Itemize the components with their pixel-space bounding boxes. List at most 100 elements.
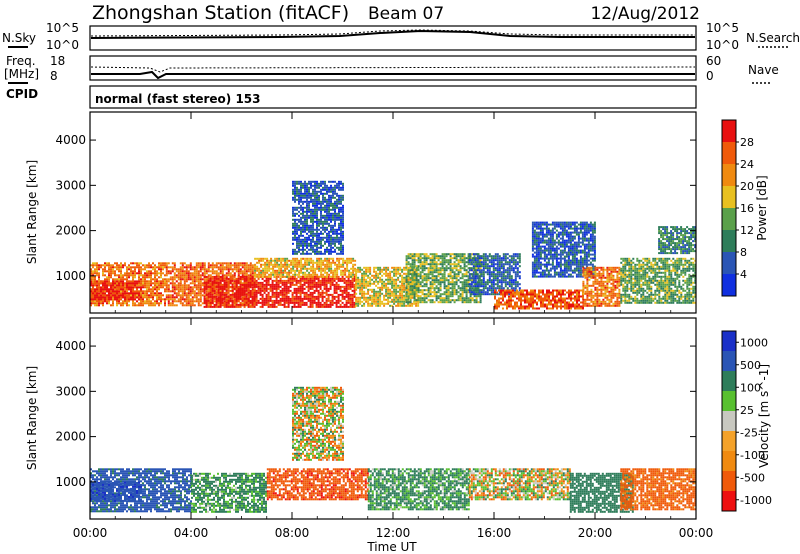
heatmap-cell bbox=[120, 294, 122, 297]
heatmap-cell bbox=[441, 261, 444, 264]
heatmap-cell bbox=[352, 257, 355, 260]
heatmap-cell bbox=[475, 297, 478, 300]
heatmap-cell bbox=[290, 263, 293, 266]
heatmap-cell bbox=[379, 300, 382, 303]
heatmap-cell bbox=[357, 304, 360, 307]
heatmap-cell bbox=[353, 289, 356, 292]
heatmap-cell bbox=[429, 289, 432, 292]
heatmap-cell bbox=[301, 303, 304, 306]
heatmap-cell bbox=[409, 285, 412, 288]
heatmap-cell bbox=[241, 277, 244, 280]
heatmap-cell bbox=[114, 270, 116, 273]
heatmap-cell bbox=[346, 275, 349, 278]
heatmap-cell bbox=[300, 192, 302, 195]
heatmap-cell bbox=[302, 257, 305, 260]
heatmap-cell bbox=[94, 270, 96, 273]
heatmap-cell bbox=[461, 253, 464, 256]
heatmap-cell bbox=[215, 281, 218, 284]
heatmap-cell bbox=[467, 301, 470, 304]
heatmap-cell bbox=[338, 198, 340, 201]
heatmap-cell bbox=[114, 266, 116, 269]
heatmap-cell bbox=[286, 271, 289, 274]
heatmap-cell bbox=[303, 295, 306, 298]
heatmap-cell bbox=[425, 279, 428, 282]
heatmap-cell bbox=[134, 276, 136, 279]
heatmap-cell bbox=[140, 300, 142, 303]
heatmap-cell bbox=[187, 302, 190, 305]
heatmap-cell bbox=[233, 292, 236, 295]
heatmap-cell bbox=[449, 259, 452, 262]
heatmap-cell bbox=[468, 269, 471, 272]
heatmap-cell bbox=[251, 295, 254, 298]
heatmap-cell bbox=[423, 267, 426, 270]
heatmap-cell bbox=[445, 255, 448, 258]
heatmap-cell bbox=[300, 184, 302, 187]
heatmap-cell bbox=[312, 202, 314, 205]
heatmap-cell bbox=[251, 286, 254, 289]
heatmap-cell bbox=[322, 252, 324, 255]
heatmap-cell bbox=[344, 259, 347, 262]
heatmap-cell bbox=[417, 273, 420, 276]
heatmap-cell bbox=[221, 293, 224, 296]
heatmap-cell bbox=[323, 281, 326, 284]
heatmap-cell bbox=[397, 290, 400, 293]
heatmap-cell bbox=[318, 242, 320, 245]
heatmap-cell bbox=[268, 273, 271, 276]
heatmap-cell bbox=[302, 246, 304, 249]
heatmap-cell bbox=[102, 288, 104, 291]
heatmap-cell bbox=[328, 263, 331, 266]
heatmap-cell bbox=[375, 304, 378, 307]
heatmap-cell bbox=[367, 268, 370, 271]
heatmap-cell bbox=[365, 300, 368, 303]
heatmap-cell bbox=[331, 283, 334, 286]
heatmap-cell bbox=[251, 279, 254, 282]
heatmap-cell bbox=[349, 299, 352, 302]
heatmap-cell bbox=[463, 259, 466, 262]
heatmap-cell bbox=[329, 293, 332, 296]
heatmap-cell bbox=[221, 291, 224, 294]
heatmap-cell bbox=[411, 259, 414, 262]
heatmap-cell bbox=[126, 268, 128, 271]
heatmap-cell bbox=[445, 253, 448, 256]
heatmap-cell bbox=[245, 272, 248, 275]
heatmap-cell bbox=[421, 289, 424, 292]
heatmap-cell bbox=[465, 279, 468, 282]
heatmap-cell bbox=[278, 273, 281, 276]
heatmap-cell bbox=[393, 292, 396, 295]
heatmap-cell bbox=[207, 279, 210, 282]
heatmap-cell bbox=[322, 222, 324, 225]
heatmap-cell bbox=[265, 299, 268, 302]
heatmap-cell bbox=[294, 250, 296, 253]
heatmap-cell bbox=[239, 285, 242, 288]
heatmap-cell bbox=[338, 259, 341, 262]
heatmap-cell bbox=[303, 303, 306, 306]
heatmap-cell bbox=[407, 285, 410, 288]
heatmap-cell bbox=[219, 285, 222, 288]
heatmap-cell bbox=[102, 270, 104, 273]
heatmap-cell bbox=[352, 259, 355, 262]
heatmap-cell bbox=[277, 275, 280, 278]
heatmap-cell bbox=[405, 304, 408, 307]
heatmap-cell bbox=[401, 270, 404, 273]
heatmap-cell bbox=[112, 288, 114, 291]
heatmap-cell bbox=[261, 277, 264, 280]
heatmap-cell bbox=[421, 285, 424, 288]
heatmap-cell bbox=[381, 282, 384, 285]
heatmap-cell bbox=[279, 293, 282, 296]
heatmap-cell bbox=[233, 272, 236, 275]
heatmap-cell bbox=[320, 208, 322, 211]
heatmap-cell bbox=[118, 264, 120, 267]
heatmap-cell bbox=[334, 204, 336, 207]
heatmap-cell bbox=[403, 288, 406, 291]
heatmap-cell bbox=[136, 284, 138, 287]
heatmap-cell bbox=[126, 272, 128, 275]
heatmap-cell bbox=[312, 210, 314, 213]
heatmap-cell bbox=[429, 301, 432, 304]
heatmap-cell bbox=[347, 291, 350, 294]
heatmap-cell bbox=[215, 266, 218, 269]
heatmap-cell bbox=[393, 296, 396, 299]
heatmap-cell bbox=[318, 202, 320, 205]
heatmap-cell bbox=[98, 274, 100, 277]
heatmap-cell bbox=[181, 272, 184, 275]
